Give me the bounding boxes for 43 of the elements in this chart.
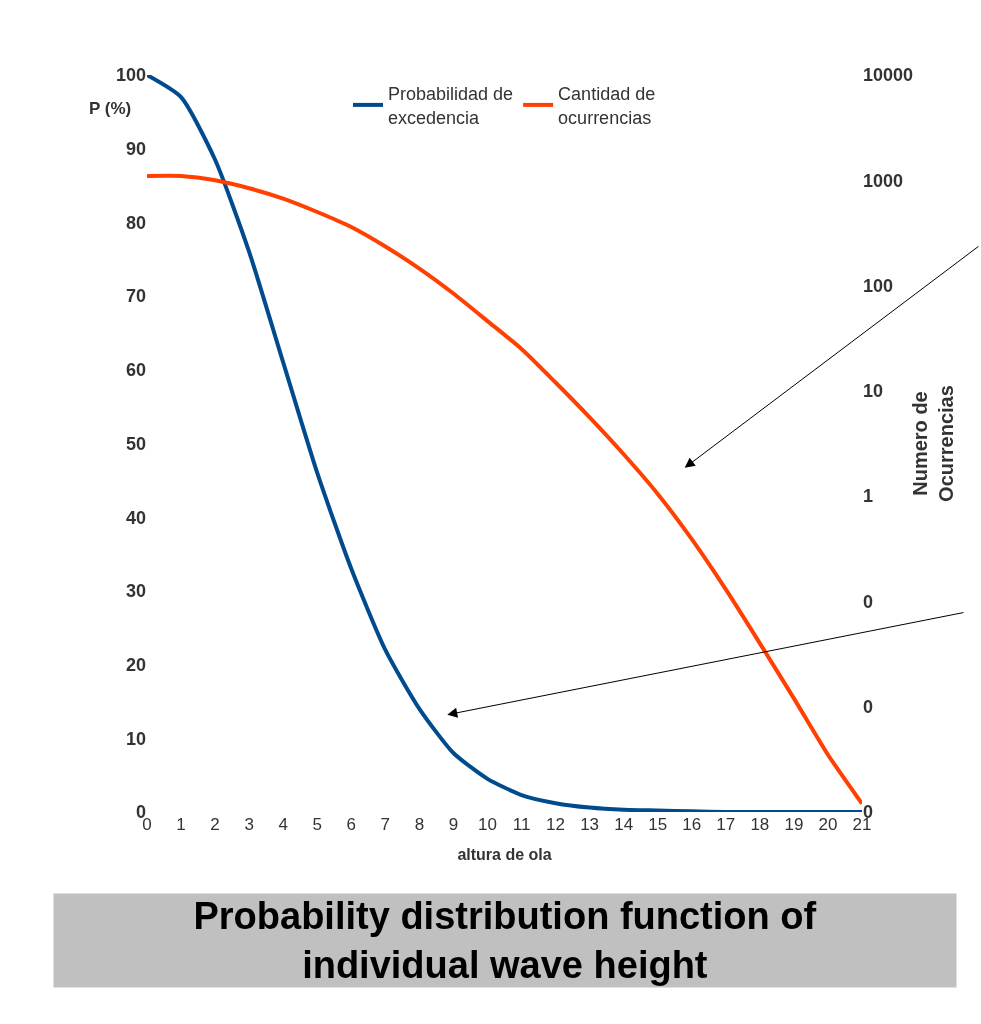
- x-tick-label: 2: [210, 815, 220, 834]
- x-tick-label: 3: [244, 815, 254, 834]
- x-tick-label: 19: [784, 815, 804, 834]
- x-tick-label: 6: [346, 815, 357, 834]
- y2-tick-label: 1: [863, 486, 874, 507]
- y2-tick-label: 10000: [863, 65, 914, 86]
- x-tick-label: 20: [818, 815, 838, 834]
- y-tick-label: 40: [125, 507, 146, 528]
- y2-tick-label: 1000: [863, 170, 904, 191]
- x-tick-label: 4: [278, 815, 288, 834]
- x-tick-label: 14: [614, 815, 634, 834]
- x-tick-label: 11: [512, 815, 531, 834]
- legend-label: Cantidad de ocurrencias: [558, 84, 656, 128]
- x-tick-label: 13: [580, 815, 600, 834]
- legend-label: Probabilidad de excedencia: [388, 84, 514, 128]
- x-tick-label: 5: [312, 815, 322, 834]
- x-tick-label: 15: [648, 815, 668, 834]
- y-tick-label: 30: [125, 581, 146, 602]
- x-tick-label: 1: [176, 815, 186, 834]
- y-axis-title: P (%): [89, 99, 132, 118]
- y-tick-label: 90: [125, 139, 146, 159]
- x-tick-label: 8: [414, 815, 425, 834]
- x-tick-label: 9: [448, 815, 459, 834]
- y2-tick-label: 10: [863, 381, 884, 402]
- y2-tick-label: 100: [863, 275, 894, 296]
- y-tick-label: 100: [115, 65, 146, 86]
- x-tick-label: 16: [682, 815, 702, 834]
- y-tick-label: 70: [125, 286, 146, 307]
- x-tick-label: 18: [750, 815, 770, 834]
- y-tick-label: 60: [125, 360, 146, 381]
- x-axis-title: altura de ola: [457, 845, 552, 863]
- y2-tick-label: 0: [863, 591, 874, 612]
- text: Probability distribution function of individual wave height: [193, 895, 817, 987]
- y2-axis-title: Numero de Ocurrencias: [908, 385, 957, 502]
- x-tick-label: 17: [716, 815, 736, 834]
- y-tick-label: 80: [125, 212, 146, 233]
- y2-tick-label: 0: [863, 697, 874, 718]
- x-tick-label: 10: [478, 815, 497, 834]
- y-tick-label: 20: [125, 654, 146, 675]
- y-tick-label: 10: [125, 728, 146, 749]
- y-tick-label: 50: [125, 433, 146, 454]
- x-tick-label: 12: [546, 815, 566, 834]
- x-tick-label: 7: [380, 815, 391, 834]
